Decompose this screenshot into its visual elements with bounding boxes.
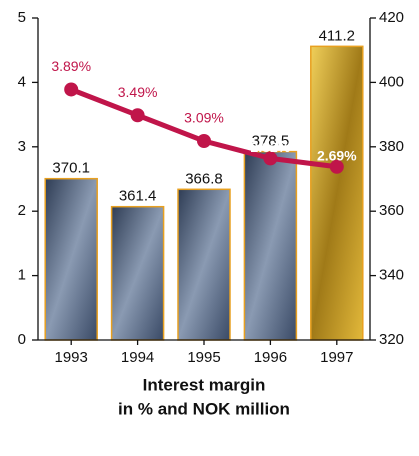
x-tick-label: 1993 <box>55 349 88 366</box>
y-tick-label: 0 <box>18 331 26 348</box>
line-value-label: 3.49% <box>118 84 158 100</box>
x-axis-title: in % and NOK million <box>118 399 290 418</box>
x-axis-title: Interest margin <box>143 375 266 394</box>
y2-tick-label: 340 <box>379 267 404 284</box>
bar-value-label: 366.8 <box>185 170 223 187</box>
bar <box>244 152 296 340</box>
y2-tick-label: 320 <box>379 331 404 348</box>
y2-tick-label: 380 <box>379 138 404 155</box>
bar-value-label: 361.4 <box>119 188 157 205</box>
bar <box>178 189 230 340</box>
y-tick-label: 2 <box>18 202 26 219</box>
line-point <box>197 134 211 148</box>
line-value-label: 3.09% <box>184 110 224 126</box>
y-tick-label: 5 <box>18 9 26 26</box>
line-point <box>131 108 145 122</box>
chart: 0 1 2 3 4 5 320 340 360 380 400 420 370.1 361.4 366.8 3… <box>0 0 419 456</box>
y2-tick-label: 420 <box>379 9 404 26</box>
x-tick-label: 1995 <box>187 349 220 366</box>
y-tick-label: 1 <box>18 267 26 284</box>
bar <box>112 207 164 340</box>
line-point <box>64 82 78 96</box>
y-tick-label: 3 <box>18 138 26 155</box>
line-value-label: 3.89% <box>51 58 91 74</box>
line-value-label: 2.69% <box>317 147 357 163</box>
y2-tick-label: 400 <box>379 73 404 90</box>
bar-value-label: 411.2 <box>319 27 355 44</box>
line-value-label: 2.82% <box>251 139 291 155</box>
x-tick-label: 1997 <box>320 349 353 366</box>
x-tick-label: 1994 <box>121 349 154 366</box>
bar <box>311 46 363 340</box>
y2-tick-label: 360 <box>379 202 404 219</box>
y-tick-label: 4 <box>18 73 26 90</box>
bar-value-label: 370.1 <box>52 160 90 177</box>
bar <box>45 179 97 340</box>
x-tick-label: 1996 <box>254 349 287 366</box>
